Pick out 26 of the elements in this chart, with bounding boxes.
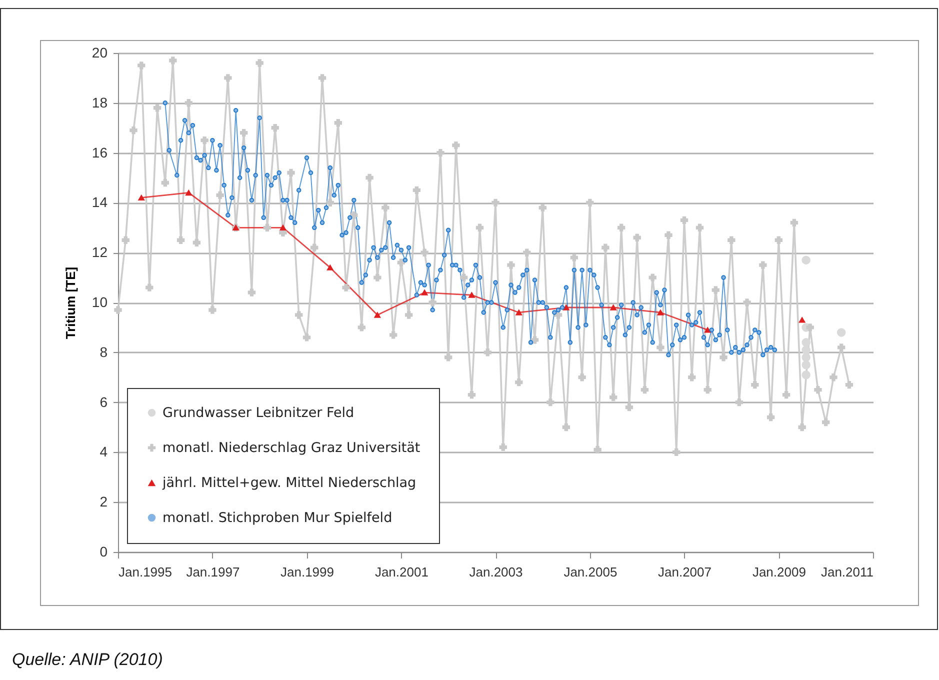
y-tick-label: 8	[100, 344, 108, 360]
x-tick-label: Jan.1999	[280, 564, 334, 580]
y-tick-label: 16	[92, 144, 108, 160]
y-tick-label: 4	[100, 444, 108, 460]
y-tick-label: 0	[100, 544, 108, 560]
x-tick-label: Jan.2003	[469, 564, 523, 580]
y-axis-title: Tritium [TE]	[62, 266, 78, 340]
x-tick-label: Jan.2005	[564, 564, 618, 580]
x-tick-label: Jan.1995	[118, 564, 172, 580]
x-tick-label: Jan.2007	[658, 564, 712, 580]
legend-label: monatl. Niederschlag Graz Universität	[162, 440, 420, 456]
x-tick-label: Jan.1997	[186, 564, 240, 580]
x-tick-label: Jan.2001	[374, 564, 428, 580]
y-tick-label: 20	[92, 44, 108, 60]
y-tick-label: 10	[92, 294, 108, 310]
legend-label: monatl. Stichproben Mur Spielfeld	[162, 510, 392, 526]
y-tick-label: 14	[92, 194, 108, 210]
legend-label: jährl. Mittel+gew. Mittel Niederschlag	[162, 474, 416, 491]
y-tick-label: 12	[92, 244, 108, 260]
source-note: Quelle: ANIP (2010)	[12, 650, 163, 670]
y-tick-label: 2	[100, 494, 108, 510]
legend-label: Grundwasser Leibnitzer Feld	[162, 404, 354, 421]
x-tick-label: Jan.2011	[820, 564, 874, 580]
x-tick-label: Jan.2009	[752, 564, 806, 580]
y-tick-label: 6	[100, 394, 108, 410]
y-tick-label: 18	[92, 94, 108, 110]
